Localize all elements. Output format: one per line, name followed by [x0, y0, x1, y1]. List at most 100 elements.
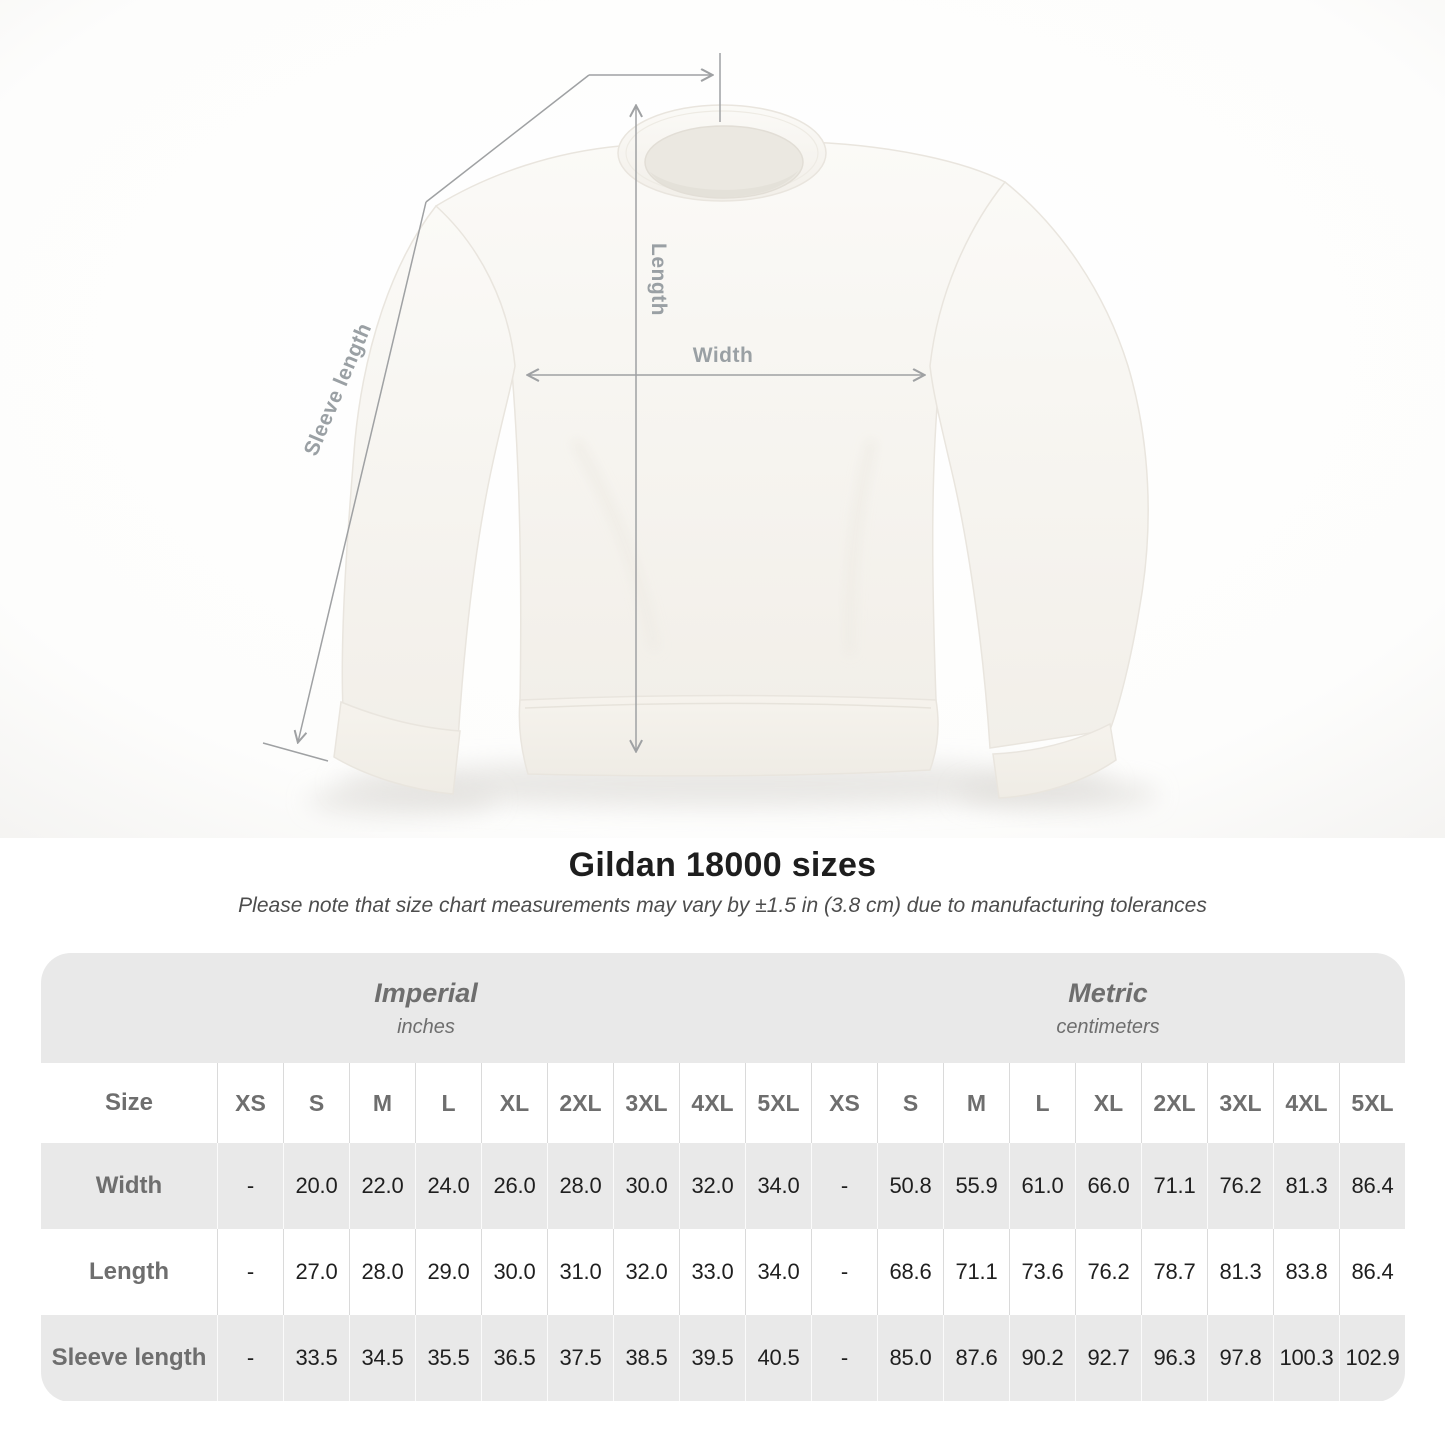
value-cell: 28.0	[349, 1229, 415, 1315]
sweatshirt-waistband	[518, 694, 939, 777]
value-cell: 90.2	[1009, 1315, 1075, 1401]
column-header: 4XL	[1273, 1063, 1339, 1143]
value-cell: 27.0	[283, 1229, 349, 1315]
value-cell: 76.2	[1207, 1143, 1273, 1229]
value-cell: 33.0	[679, 1229, 745, 1315]
value-cell: 30.0	[481, 1229, 547, 1315]
cuff-tick	[262, 742, 329, 762]
sleeve-leader-diagonal	[425, 74, 590, 203]
column-header: 3XL	[1207, 1063, 1273, 1143]
value-cell: 83.8	[1273, 1229, 1339, 1315]
value-cell: 97.8	[1207, 1315, 1273, 1401]
value-cell: -	[217, 1143, 283, 1229]
value-cell: 34.0	[745, 1143, 811, 1229]
length-label: Length	[647, 243, 670, 316]
column-header: 5XL	[745, 1063, 811, 1143]
value-cell: 34.0	[745, 1229, 811, 1315]
value-cell: 81.3	[1207, 1229, 1273, 1315]
imperial-band: Imperial inches	[41, 953, 811, 1063]
column-header: 2XL	[1141, 1063, 1207, 1143]
column-header: M	[943, 1063, 1009, 1143]
metric-band: Metric centimeters	[811, 953, 1405, 1063]
value-cell: 39.5	[679, 1315, 745, 1401]
value-cell: 37.5	[547, 1315, 613, 1401]
value-cell: 26.0	[481, 1143, 547, 1229]
value-cell: 31.0	[547, 1229, 613, 1315]
value-cell: 24.0	[415, 1143, 481, 1229]
value-cell: 68.6	[877, 1229, 943, 1315]
value-cell: 81.3	[1273, 1143, 1339, 1229]
value-cell: 38.5	[613, 1315, 679, 1401]
value-cell: 32.0	[613, 1229, 679, 1315]
sweatshirt	[333, 104, 1149, 799]
value-cell: 28.0	[547, 1143, 613, 1229]
page-title: Gildan 18000 sizes	[568, 846, 877, 884]
column-header: M	[349, 1063, 415, 1143]
value-cell: 20.0	[283, 1143, 349, 1229]
value-cell: 86.4	[1339, 1143, 1405, 1229]
value-cell: -	[811, 1143, 877, 1229]
sleeve-length-arrow	[298, 201, 427, 742]
value-cell: 71.1	[1141, 1143, 1207, 1229]
table-row-width: Width -20.0 22.0 24.0 26.0 28.0 30.0 32.0 34.0-…	[41, 1143, 1405, 1229]
column-header: 4XL	[679, 1063, 745, 1143]
value-cell: 61.0	[1009, 1143, 1075, 1229]
row-label-length: Length	[89, 1258, 169, 1285]
table-row-length: Length -27.0 28.0 29.0 30.0 31.0 32.0 33.0 34.0…	[41, 1229, 1405, 1315]
value-cell: 92.7	[1075, 1315, 1141, 1401]
size-corner-label: Size	[104, 1089, 154, 1116]
value-cell: 78.7	[1141, 1229, 1207, 1315]
value-cell: -	[811, 1315, 877, 1401]
value-cell: -	[811, 1229, 877, 1315]
row-label-width: Width	[95, 1172, 163, 1199]
column-header: XL	[481, 1063, 547, 1143]
value-cell: 50.8	[877, 1143, 943, 1229]
value-cell: 102.9	[1339, 1315, 1405, 1401]
value-cell: 85.0	[877, 1315, 943, 1401]
value-cell: 33.5	[283, 1315, 349, 1401]
measurement-annotations	[262, 53, 924, 762]
table-row-sleeve-length: Sleeve length - 33.5 34.5 35.5 36.5 37.5 38.5 3…	[41, 1315, 1405, 1401]
sweatshirt-neck-opening	[644, 125, 804, 199]
sweatshirt-left-cuff	[333, 700, 461, 795]
value-cell: 76.2	[1075, 1229, 1141, 1315]
sweatshirt-left-sleeve	[341, 204, 516, 741]
value-cell: 34.5	[349, 1315, 415, 1401]
value-cell: 36.5	[481, 1315, 547, 1401]
imperial-title: Imperial	[374, 977, 478, 1008]
value-cell: 40.5	[745, 1315, 811, 1401]
column-header: XS	[217, 1063, 283, 1143]
value-cell: 87.6	[943, 1315, 1009, 1401]
size-chart-table: Imperial inches Metric centimeters Size …	[41, 953, 1405, 1402]
column-header: XS	[811, 1063, 877, 1143]
column-header: S	[283, 1063, 349, 1143]
sweatshirt-right-cuff	[992, 722, 1117, 799]
row-label-sleeve-length: Sleeve length	[51, 1344, 207, 1371]
column-header: 5XL	[1339, 1063, 1405, 1143]
column-header: L	[1009, 1063, 1075, 1143]
column-header: S	[877, 1063, 943, 1143]
value-cell: 22.0	[349, 1143, 415, 1229]
width-label: Width	[693, 344, 754, 367]
sweatshirt-body	[434, 139, 1006, 705]
value-cell: 73.6	[1009, 1229, 1075, 1315]
value-cell: 29.0	[415, 1229, 481, 1315]
metric-title: Metric	[1068, 977, 1148, 1008]
value-cell: -	[217, 1229, 283, 1315]
product-photo: Length Width Sleeve length	[0, 0, 1445, 838]
value-cell: 55.9	[943, 1143, 1009, 1229]
value-cell: 30.0	[613, 1143, 679, 1229]
value-cell: 100.3	[1273, 1315, 1339, 1401]
column-header: 2XL	[547, 1063, 613, 1143]
value-cell: 66.0	[1075, 1143, 1141, 1229]
value-cell: 86.4	[1339, 1229, 1405, 1315]
metric-unit: centimeters	[1056, 1015, 1160, 1038]
imperial-unit: inches	[397, 1015, 455, 1038]
value-cell: 96.3	[1141, 1315, 1207, 1401]
size-table-header-row: Size XS S M L XL 2XL 3XL 4XL 5XL XS S M L XL 2XL 3XL 4XL…	[41, 1063, 1405, 1143]
page-subtitle: Please note that size chart measurements…	[238, 894, 1207, 917]
value-cell: 35.5	[415, 1315, 481, 1401]
unit-band: Imperial inches Metric centimeters	[41, 953, 1405, 1063]
column-header: 3XL	[613, 1063, 679, 1143]
value-cell: 32.0	[679, 1143, 745, 1229]
